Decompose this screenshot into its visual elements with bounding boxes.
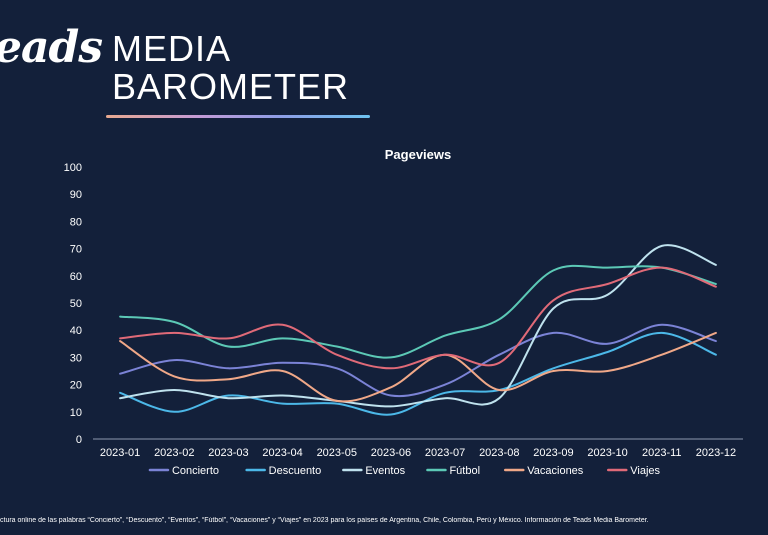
footnote: ctura online de las palabras “Concierto”… [0,517,649,524]
series-line-concierto [119,323,717,398]
x-tick-label: 2023-02 [154,447,194,459]
y-tick-label: 100 [64,162,82,174]
chart-title: Pageviews [385,147,452,162]
x-tick-label: 2023-10 [587,447,627,459]
series-line-viajes [119,266,717,370]
legend-label-viajes: Viajes [630,465,660,477]
y-tick-label: 60 [70,271,82,283]
legend-label-futbol: Fútbol [449,465,480,477]
legend-label-descuento: Descuento [269,465,322,477]
x-tick-label: 2023-05 [317,447,357,459]
x-tick-label: 2023-01 [100,447,140,459]
y-tick-label: 90 [70,189,82,201]
y-tick-label: 30 [70,352,82,364]
y-tick-label: 70 [70,244,82,256]
y-tick-label: 20 [70,380,82,392]
x-tick-label: 2023-04 [262,447,302,459]
media-barometer-title: MEDIA BAROMETER [112,30,349,106]
series-line-vacaciones [119,331,717,403]
legend-label-eventos: Eventos [365,465,405,477]
title-line-barometer: BAROMETER [112,66,350,107]
x-tick-label: 2023-12 [696,447,736,459]
x-tick-label: 2023-09 [533,447,573,459]
legend-label-vacaciones: Vacaciones [527,465,584,477]
x-tick-label: 2023-06 [371,447,411,459]
x-tick-label: 2023-11 [642,447,682,459]
series-line-descuento [119,331,717,416]
series-line-futbol [119,264,717,359]
y-tick-label: 80 [70,216,82,228]
x-tick-label: 2023-07 [425,447,465,459]
title-underline [106,115,370,118]
teads-logo: eads [0,22,103,73]
title-line-media: MEDIA [112,28,232,69]
y-tick-label: 10 [70,407,82,419]
legend-label-concierto: Concierto [172,465,219,477]
y-tick-label: 50 [70,298,82,310]
x-tick-label: 2023-03 [208,447,248,459]
y-tick-label: 0 [76,434,82,446]
x-tick-label: 2023-08 [479,447,519,459]
y-tick-label: 40 [70,325,82,337]
series-line-eventos [119,244,717,408]
